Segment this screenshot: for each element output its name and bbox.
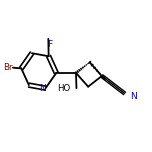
- Text: HO: HO: [57, 84, 71, 93]
- Text: F: F: [48, 40, 53, 49]
- Text: Br: Br: [3, 63, 13, 72]
- Text: N: N: [39, 84, 46, 93]
- Text: N: N: [130, 92, 137, 101]
